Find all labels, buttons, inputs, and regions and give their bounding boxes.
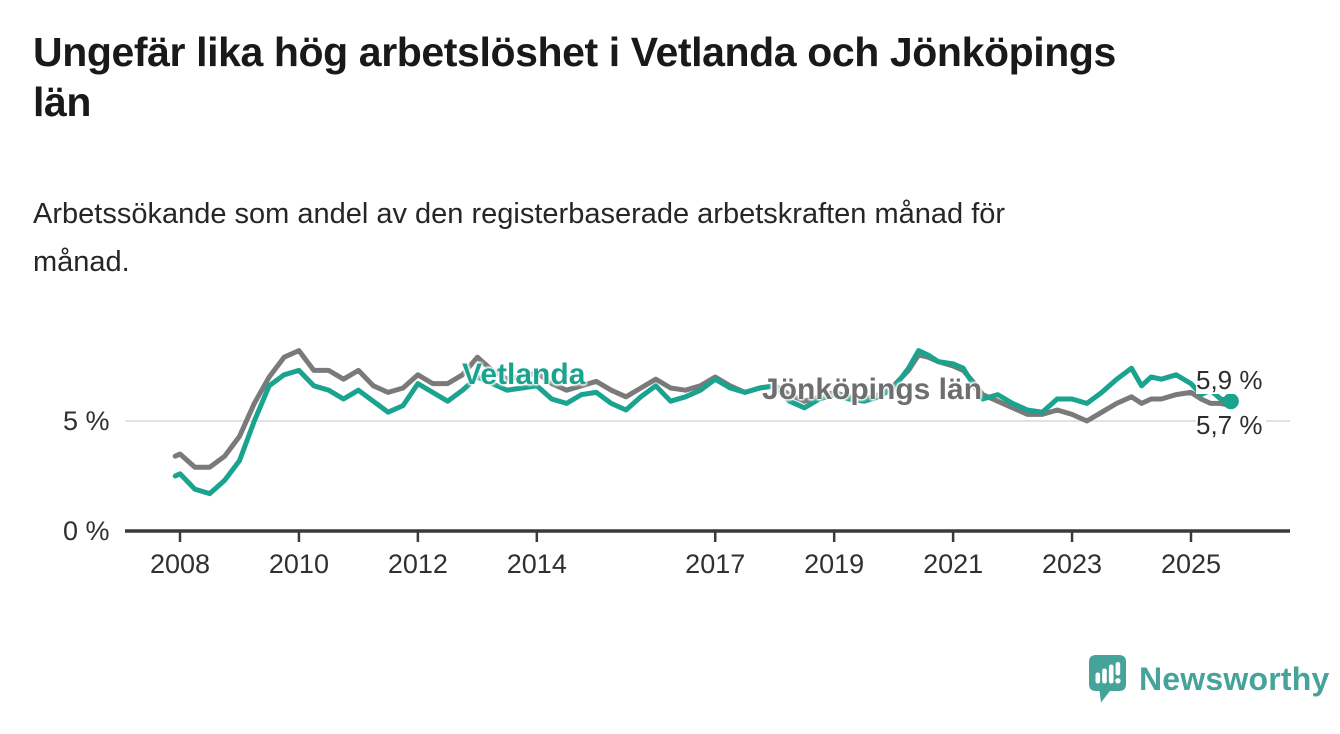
- x-axis-label-2014: 2014: [506, 549, 567, 579]
- x-axis-label-2012: 2012: [387, 549, 448, 579]
- y-axis-label-5: 5 %: [63, 406, 110, 436]
- chart-subtitle-line-2: månad.: [33, 246, 130, 278]
- x-axis-label-2021: 2021: [923, 549, 984, 579]
- x-axis-label-2019: 2019: [804, 549, 865, 579]
- series-line-jonkopings-lan: [172, 348, 1234, 470]
- page-title: Ungefär lika hög arbetslöshet i Vetlanda…: [33, 27, 1116, 127]
- end-value-label-vetlanda: 5,9 %: [1196, 366, 1266, 394]
- page-title-line-2: län: [33, 79, 92, 125]
- newsworthy-logo-icon: [1089, 655, 1126, 703]
- series-line-vetlanda: [172, 348, 1234, 497]
- x-axis-label-2008: 2008: [149, 549, 211, 579]
- y-axis-label-0: 0 %: [63, 516, 110, 546]
- x-axis-label-2025: 2025: [1160, 549, 1222, 579]
- series-label-vetlanda: Vetlanda: [462, 358, 586, 391]
- vetlanda-end-dot: [1222, 393, 1239, 410]
- chart-subtitle-line-1: Arbetssökande som andel av den registerb…: [33, 198, 1006, 230]
- x-axis-label-2010: 2010: [268, 549, 329, 579]
- series-label-jonkopings-lan: Jönköpings län: [762, 373, 983, 406]
- newsworthy-logo: Newsworthy: [1089, 655, 1329, 703]
- x-axis-label-2017: 2017: [685, 549, 746, 579]
- end-value-label-jonkopings-lan: 5,7 %: [1196, 411, 1266, 439]
- page-title-line-1: Ungefär lika hög arbetslöshet i Vetlanda…: [33, 29, 1116, 75]
- chart-subtitle: Arbetssökande som andel av den registerb…: [33, 190, 1005, 286]
- x-axis-label-2023: 2023: [1042, 549, 1103, 579]
- newsworthy-logo-text: Newsworthy: [1139, 660, 1330, 697]
